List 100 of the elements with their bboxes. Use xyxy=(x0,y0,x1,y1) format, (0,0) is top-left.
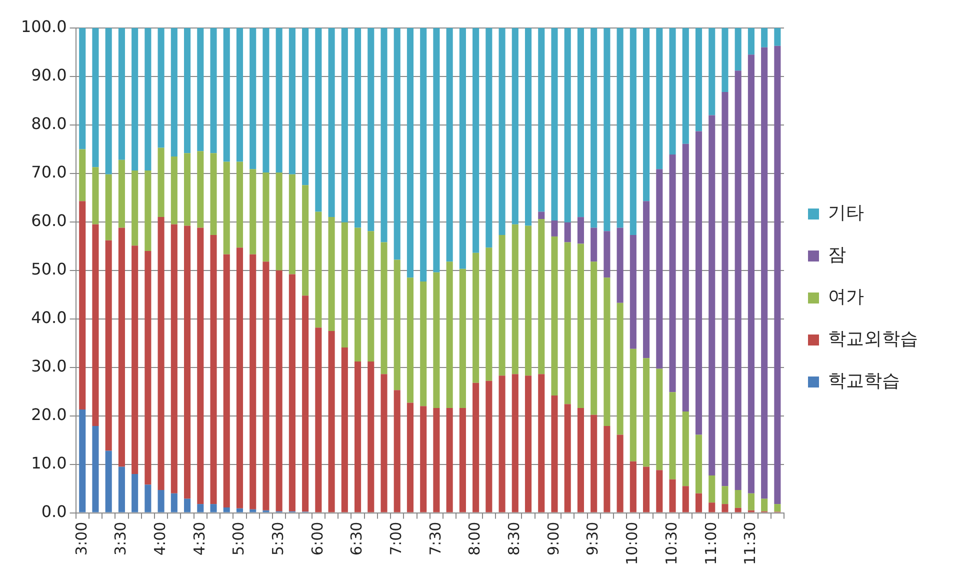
bar xyxy=(669,392,676,480)
y-tick-label: 100.0 xyxy=(20,17,67,36)
y-tick-label: 80.0 xyxy=(31,114,67,134)
bar xyxy=(564,404,571,512)
bar xyxy=(92,224,99,426)
bar xyxy=(315,212,322,328)
legend-label: 학교외학습 xyxy=(828,328,918,350)
bar xyxy=(486,28,492,248)
bar xyxy=(486,380,492,512)
bar xyxy=(630,235,636,349)
bar xyxy=(722,28,728,92)
bar xyxy=(446,28,453,262)
bar xyxy=(512,224,518,374)
x-tick-label: 9:00 xyxy=(544,522,562,556)
y-tick-label: 20.0 xyxy=(31,404,67,424)
bar xyxy=(197,504,204,512)
bar xyxy=(276,270,282,512)
bar xyxy=(551,220,558,236)
bar xyxy=(302,28,309,186)
bar xyxy=(433,408,440,512)
bar xyxy=(748,54,754,494)
bar xyxy=(682,144,689,412)
bar xyxy=(236,162,244,248)
y-tick-label: 30.0 xyxy=(31,356,67,376)
bar xyxy=(354,228,362,362)
bar xyxy=(630,461,636,512)
bar xyxy=(223,507,230,512)
bar xyxy=(748,28,754,55)
bar xyxy=(695,493,702,512)
bar xyxy=(276,172,282,270)
bar xyxy=(616,228,624,303)
bar xyxy=(590,228,598,262)
bar xyxy=(433,28,440,272)
bar xyxy=(682,411,689,486)
bar xyxy=(643,28,650,202)
bar xyxy=(105,174,112,240)
y-tick-label: 10.0 xyxy=(31,453,67,472)
bar xyxy=(722,486,728,504)
bar xyxy=(406,278,414,403)
bar xyxy=(669,154,676,392)
bar xyxy=(708,115,716,476)
legend-label: 여가 xyxy=(828,286,864,308)
bar xyxy=(590,262,598,415)
bar xyxy=(210,28,217,154)
bar xyxy=(315,328,322,512)
bar xyxy=(368,231,374,362)
bar xyxy=(354,362,362,512)
x-tick-label: 11:30 xyxy=(741,522,760,566)
bar xyxy=(577,244,584,408)
bar xyxy=(420,406,427,512)
bar xyxy=(406,28,414,278)
bar xyxy=(302,185,309,296)
legend-label: 학교학습 xyxy=(828,370,900,392)
bar xyxy=(498,28,506,235)
bar xyxy=(79,201,86,410)
bar xyxy=(105,28,112,174)
x-tick-label: 10:30 xyxy=(662,522,680,566)
bar xyxy=(538,28,545,212)
bar xyxy=(682,28,689,144)
bar xyxy=(223,162,230,254)
bar xyxy=(734,28,742,71)
bar xyxy=(761,47,768,499)
bar xyxy=(262,28,270,172)
bar xyxy=(774,504,781,512)
bar xyxy=(564,242,571,404)
bar xyxy=(564,28,571,222)
bar xyxy=(170,493,178,512)
bar xyxy=(302,296,309,512)
bar xyxy=(223,28,230,162)
x-tick-label: 8:00 xyxy=(466,522,484,556)
x-tick-label: 4:00 xyxy=(150,522,169,556)
bar xyxy=(538,212,545,219)
y-tick-label: 90.0 xyxy=(31,66,67,85)
bar xyxy=(708,475,716,503)
bar xyxy=(250,28,256,170)
bar xyxy=(118,228,125,467)
bar xyxy=(604,28,610,232)
bar xyxy=(722,504,728,512)
bar xyxy=(197,151,204,228)
y-tick-label: 60.0 xyxy=(31,211,67,230)
bar xyxy=(158,217,164,490)
bar xyxy=(486,248,492,381)
bar xyxy=(288,28,296,174)
bar xyxy=(406,402,414,512)
bar xyxy=(590,414,598,512)
bar xyxy=(354,28,362,228)
bar xyxy=(774,28,781,46)
bar xyxy=(132,170,138,246)
y-tick-label: 40.0 xyxy=(31,308,67,328)
bar xyxy=(380,242,388,374)
bar xyxy=(170,28,178,156)
bar xyxy=(616,434,624,512)
bar xyxy=(315,28,322,212)
x-tick-label: 9:30 xyxy=(584,522,602,556)
bar xyxy=(748,493,754,510)
bar xyxy=(105,240,112,451)
bar xyxy=(616,28,624,228)
bar xyxy=(446,408,453,512)
bar xyxy=(433,272,440,408)
bar xyxy=(170,224,178,494)
